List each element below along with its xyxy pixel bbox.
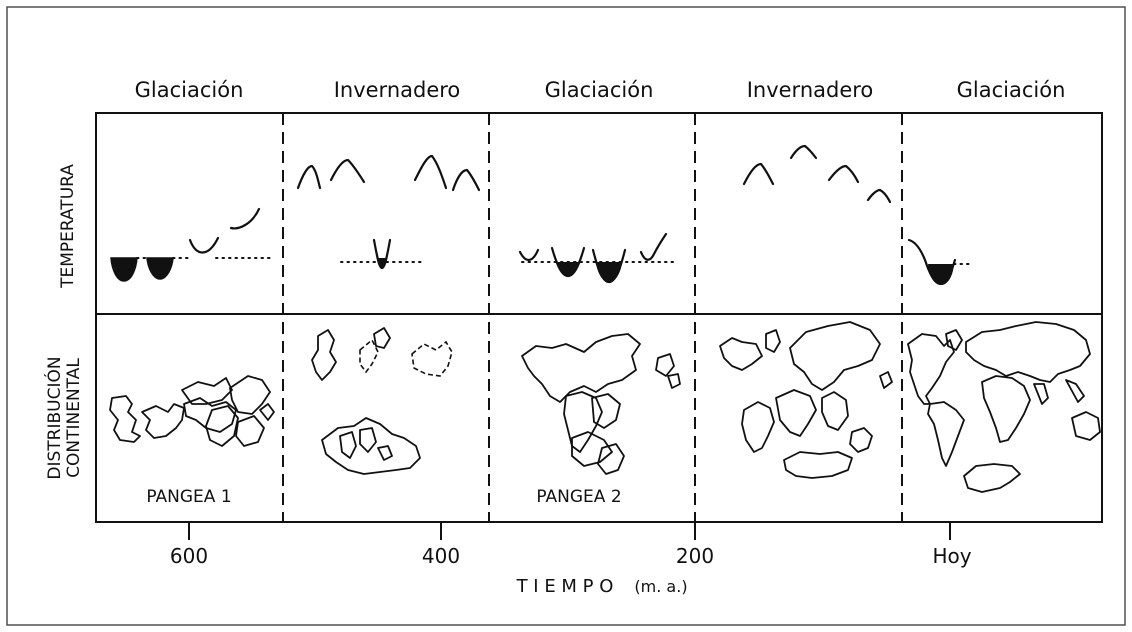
time-axis: 600 400 200 Hoy T I E M P O (m. a.) (170, 522, 972, 597)
continent-outline (339, 431, 357, 459)
temperature-peak (451, 168, 481, 192)
continent-outline (571, 431, 613, 467)
era-label-4: Invernadero (747, 78, 874, 102)
continent-outline (849, 427, 873, 453)
india-outline (1033, 383, 1049, 405)
continent-outline (377, 445, 393, 461)
southeast-asia-outline (1065, 379, 1085, 403)
cold-minimum-mark (928, 264, 954, 285)
continent-outline (183, 397, 237, 433)
pangea-1-label: PANGEA 1 (146, 487, 231, 507)
eurasia-outline (965, 321, 1091, 383)
temperature-peak (827, 164, 860, 184)
temperature-peak (789, 144, 818, 160)
continent-outline (879, 371, 893, 389)
continent-outline (311, 329, 337, 381)
cold-minimum-mark (377, 258, 387, 268)
outer-frame (6, 6, 1126, 626)
temperature-peak (866, 188, 892, 204)
pangea-2-label: PANGEA 2 (536, 487, 621, 507)
continent-outline (181, 377, 233, 405)
cold-minimum-mark (110, 257, 138, 282)
continent-outline (655, 353, 675, 377)
axis-title: T I E M P O (516, 576, 614, 597)
continent-outline (719, 337, 763, 371)
continent-outline (321, 417, 421, 475)
greenland-outline (945, 329, 963, 351)
temperature-rise (639, 232, 668, 261)
temperature-curves (110, 144, 973, 286)
cold-minimum-mark (146, 257, 174, 280)
continent-outline (235, 415, 265, 447)
temperature-row-label: TEMPERATURA (58, 164, 78, 289)
continent-outline (765, 329, 781, 353)
continent-outline (359, 427, 377, 453)
australia-outline (1071, 411, 1101, 441)
continent-outline (563, 391, 603, 453)
era-label-3: Glaciación (545, 78, 654, 102)
distribution-row-label-1: DISTRIBUCIÓN (43, 356, 65, 479)
continent-outline (821, 391, 849, 431)
era-label-1: Glaciación (135, 78, 244, 102)
distribution-row-label-2: CONTINENTAL (64, 358, 84, 478)
axis-tick-label: Hoy (932, 544, 971, 568)
africa-outline (981, 375, 1031, 443)
temperature-peak (296, 164, 322, 190)
temperature-dip (550, 246, 586, 278)
north-america-outline (907, 333, 955, 405)
continent-outline (667, 373, 681, 389)
axis-unit: (m. a.) (634, 577, 687, 596)
era-label-2: Invernadero (334, 78, 461, 102)
continent-outline-dashed (411, 340, 453, 377)
south-america-outline (927, 401, 965, 467)
temperature-dip (188, 236, 220, 254)
temperature-peak (413, 154, 448, 190)
continent-outline (521, 333, 641, 403)
continent-outline (229, 375, 271, 415)
continent-outline (775, 389, 817, 437)
continent-outline (205, 405, 239, 447)
continent-outline (597, 443, 625, 475)
continent-outline (741, 401, 775, 453)
antarctica-outline (963, 463, 1021, 493)
temperature-rise (229, 207, 261, 230)
continent-outline (373, 327, 391, 349)
temperature-peak (329, 158, 366, 184)
continent-outline (789, 321, 881, 391)
continent-outline (783, 451, 853, 479)
continent-outline (259, 403, 275, 421)
plot-box (95, 112, 1103, 523)
continent-outline (591, 393, 621, 429)
continent-outline (109, 395, 141, 443)
continent-outline (141, 403, 185, 439)
axis-tick-label: 600 (170, 544, 208, 568)
temperature-peak (742, 162, 775, 186)
continent-outline-dashed (359, 338, 379, 374)
axis-tick-label: 400 (422, 544, 460, 568)
era-label-5: Glaciación (957, 78, 1066, 102)
axis-tick-label: 200 (676, 544, 714, 568)
temperature-dip (518, 248, 540, 262)
continent-sketches: PANGEA 1 PANGEA 2 (109, 321, 1101, 507)
temperature-dip (591, 248, 627, 284)
